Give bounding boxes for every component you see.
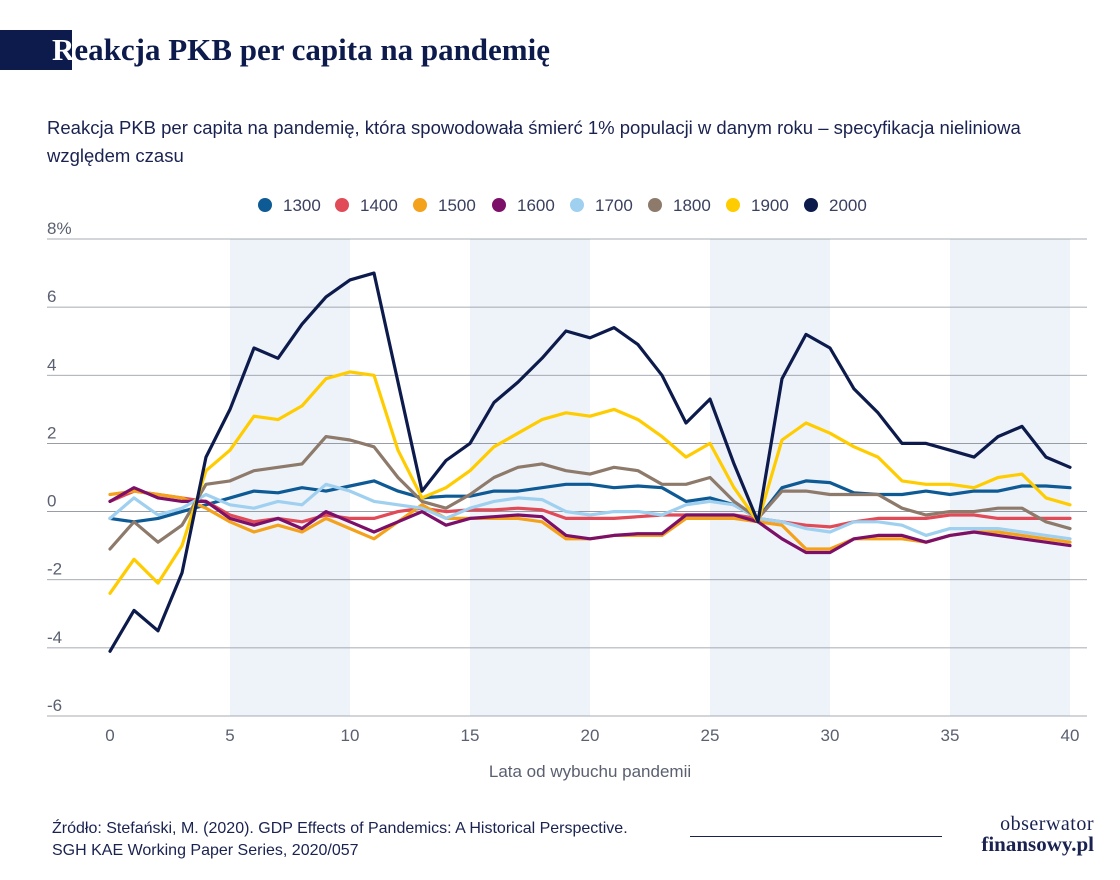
- legend-marker: [258, 198, 272, 212]
- shaded-band-1: [470, 239, 590, 716]
- title-first-letter: R: [52, 32, 75, 67]
- series-line-1600: [108, 486, 1072, 555]
- x-tick-label: 0: [105, 726, 114, 745]
- source-note: Źródło: Stefański, M. (2020). GDP Effect…: [52, 818, 628, 862]
- legend-marker: [413, 198, 427, 212]
- y-tick-label: 0: [47, 492, 56, 511]
- series-lines: [108, 271, 1072, 653]
- title-accent-bar: [0, 30, 72, 70]
- legend-label: 2000: [829, 196, 867, 215]
- x-tick-label: 35: [941, 726, 960, 745]
- legend: 1300 1400 1500 1600 1700 1800 1900 2000: [258, 196, 867, 215]
- y-tick-label: 8%: [47, 219, 72, 238]
- y-tick-label: -6: [47, 696, 62, 715]
- source-divider: [690, 836, 942, 837]
- y-axis-labels: 8% 6 4 2 0 -2 -4 -6: [47, 219, 72, 715]
- legend-item-1900: 1900: [726, 196, 789, 215]
- legend-marker: [804, 198, 818, 212]
- x-axis-title: Lata od wybuchu pandemii: [489, 762, 691, 781]
- legend-label: 1600: [517, 196, 555, 215]
- legend-item-1700: 1700: [570, 196, 633, 215]
- gridlines: [47, 238, 1087, 717]
- x-tick-label: 10: [341, 726, 360, 745]
- x-axis-labels: 0 5 10 15 20 25 30 35 40: [105, 726, 1079, 745]
- legend-item-1800: 1800: [648, 196, 711, 215]
- source-line-1: Źródło: Stefański, M. (2020). GDP Effect…: [52, 820, 628, 837]
- legend-item-1300: 1300: [258, 196, 321, 215]
- source-line-2: SGH KAE Working Paper Series, 2020/057: [52, 842, 359, 859]
- legend-item-1400: 1400: [335, 196, 398, 215]
- legend-marker: [570, 198, 584, 212]
- legend-item-1600: 1600: [492, 196, 555, 215]
- y-tick-label: 6: [47, 287, 56, 306]
- x-tick-label: 15: [461, 726, 480, 745]
- legend-item-2000: 2000: [804, 196, 867, 215]
- series-line-1800: [108, 435, 1072, 551]
- publisher-logo: obserwator finansowy.pl: [958, 813, 1094, 856]
- legend-item-1500: 1500: [413, 196, 476, 215]
- title-text: eakcja PKB per capita na pandemię: [74, 32, 551, 67]
- series-line-1900: [108, 370, 1072, 595]
- legend-label: 1300: [283, 196, 321, 215]
- series-line-2000: [108, 271, 1072, 653]
- chart-subtitle: Reakcja PKB per capita na pandemię, któr…: [47, 117, 1021, 166]
- legend-marker: [648, 198, 662, 212]
- shaded-band-0: [230, 239, 350, 716]
- logo-line-1: obserwator: [1000, 813, 1094, 835]
- legend-label: 1800: [673, 196, 711, 215]
- legend-label: 1900: [751, 196, 789, 215]
- x-tick-label: 25: [701, 726, 720, 745]
- shaded-band-3: [950, 239, 1070, 716]
- legend-label: 1700: [595, 196, 633, 215]
- legend-label: 1500: [438, 196, 476, 215]
- logo-line-2: finansowy.pl: [981, 832, 1094, 856]
- legend-marker: [726, 198, 740, 212]
- x-tick-label: 20: [581, 726, 600, 745]
- series-line-1300: [108, 479, 1072, 524]
- x-tick-label: 5: [225, 726, 234, 745]
- x-tick-label: 40: [1061, 726, 1080, 745]
- legend-label: 1400: [360, 196, 398, 215]
- y-tick-label: -4: [47, 628, 62, 647]
- legend-marker: [335, 198, 349, 212]
- y-tick-label: -2: [47, 560, 62, 579]
- x-tick-label: 30: [821, 726, 840, 745]
- legend-marker: [492, 198, 506, 212]
- page-title: Reakcja PKB per capita na pandemię: [52, 30, 550, 70]
- y-tick-label: 2: [47, 423, 56, 442]
- series-line-1700: [108, 482, 1072, 541]
- y-tick-label: 4: [47, 355, 56, 374]
